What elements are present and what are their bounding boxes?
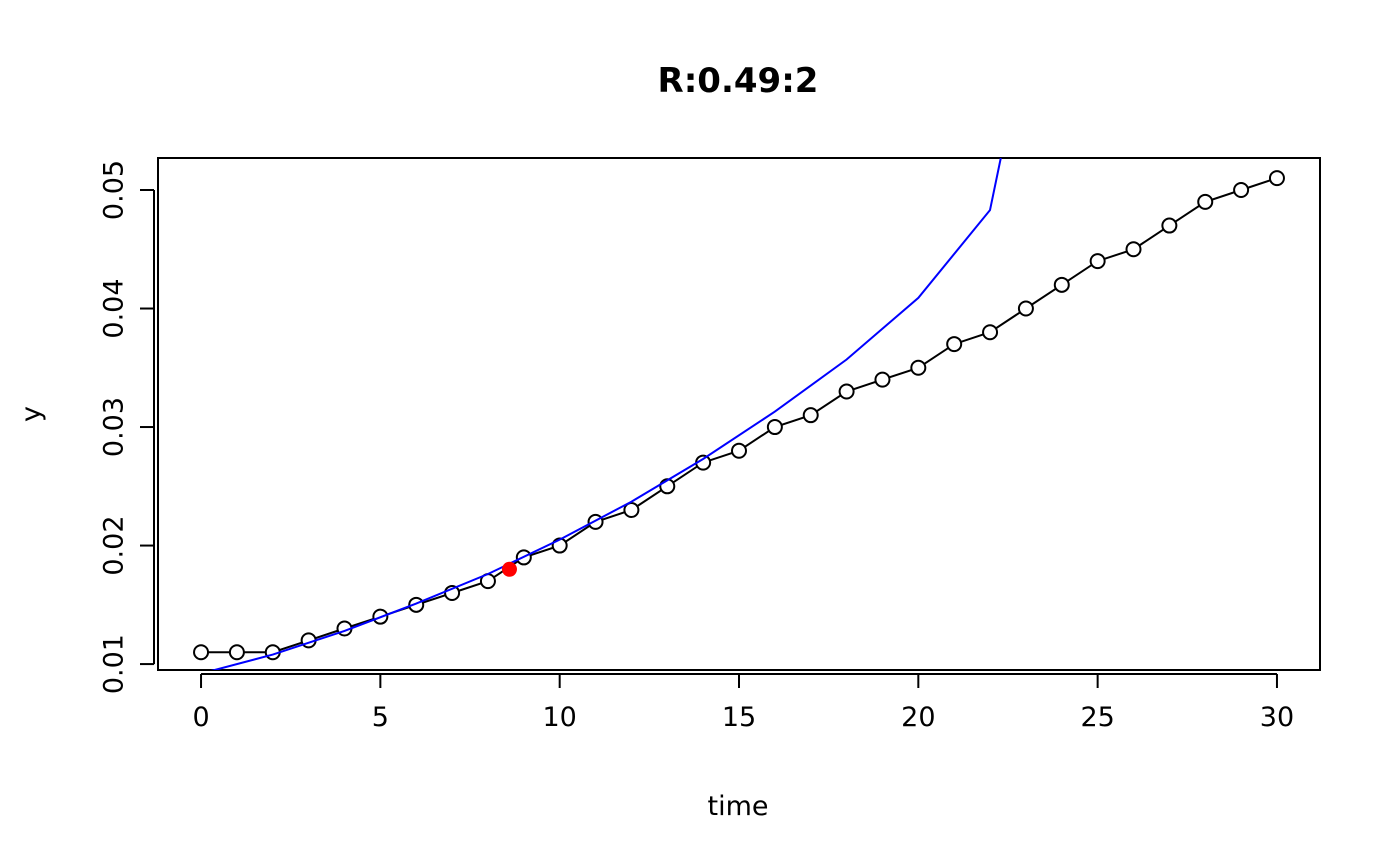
data-point xyxy=(766,419,783,436)
data-point xyxy=(193,644,210,661)
x-axis-label: time xyxy=(707,791,768,822)
data-point xyxy=(1197,193,1214,210)
data-point xyxy=(1161,217,1178,234)
data-point xyxy=(1268,170,1285,187)
x-tick-label: 20 xyxy=(901,702,935,733)
data-point xyxy=(623,502,640,518)
fit-curve xyxy=(210,158,1002,670)
data-point xyxy=(910,359,927,376)
x-tick-label: 5 xyxy=(372,702,389,733)
y-tick-label: 0.04 xyxy=(99,278,130,338)
highlight-point xyxy=(501,561,517,577)
y-tick-label: 0.05 xyxy=(99,160,130,220)
data-point xyxy=(1125,241,1142,258)
data-point xyxy=(1233,182,1250,198)
x-tick-label: 25 xyxy=(1080,702,1114,733)
chart-title: R:0.49:2 xyxy=(658,61,819,101)
x-tick-label: 15 xyxy=(722,702,756,733)
data-point xyxy=(228,644,245,661)
series-layer xyxy=(193,158,1285,670)
x-tick-label: 30 xyxy=(1260,702,1294,733)
data-point xyxy=(838,383,855,400)
data-point xyxy=(946,336,963,353)
y-tick-label: 0.01 xyxy=(99,634,130,694)
plot-frame xyxy=(157,157,1321,671)
data-line xyxy=(201,177,1278,654)
data-point xyxy=(802,407,819,424)
data-point xyxy=(1089,253,1106,270)
data-point xyxy=(731,442,747,459)
y-axis: 0.01 0.02 0.03 0.04 0.05 xyxy=(99,160,155,694)
data-point xyxy=(1053,276,1070,293)
y-tick-label: 0.02 xyxy=(99,515,130,575)
x-tick-label: 10 xyxy=(542,702,576,733)
x-tick-label: 0 xyxy=(192,702,209,733)
y-tick-label: 0.03 xyxy=(99,397,130,457)
x-axis: 0 5 10 15 20 25 30 xyxy=(192,673,1294,733)
data-point xyxy=(874,371,891,388)
data-point xyxy=(1017,300,1034,317)
data-point xyxy=(982,324,999,341)
y-axis-label: y xyxy=(16,406,47,422)
